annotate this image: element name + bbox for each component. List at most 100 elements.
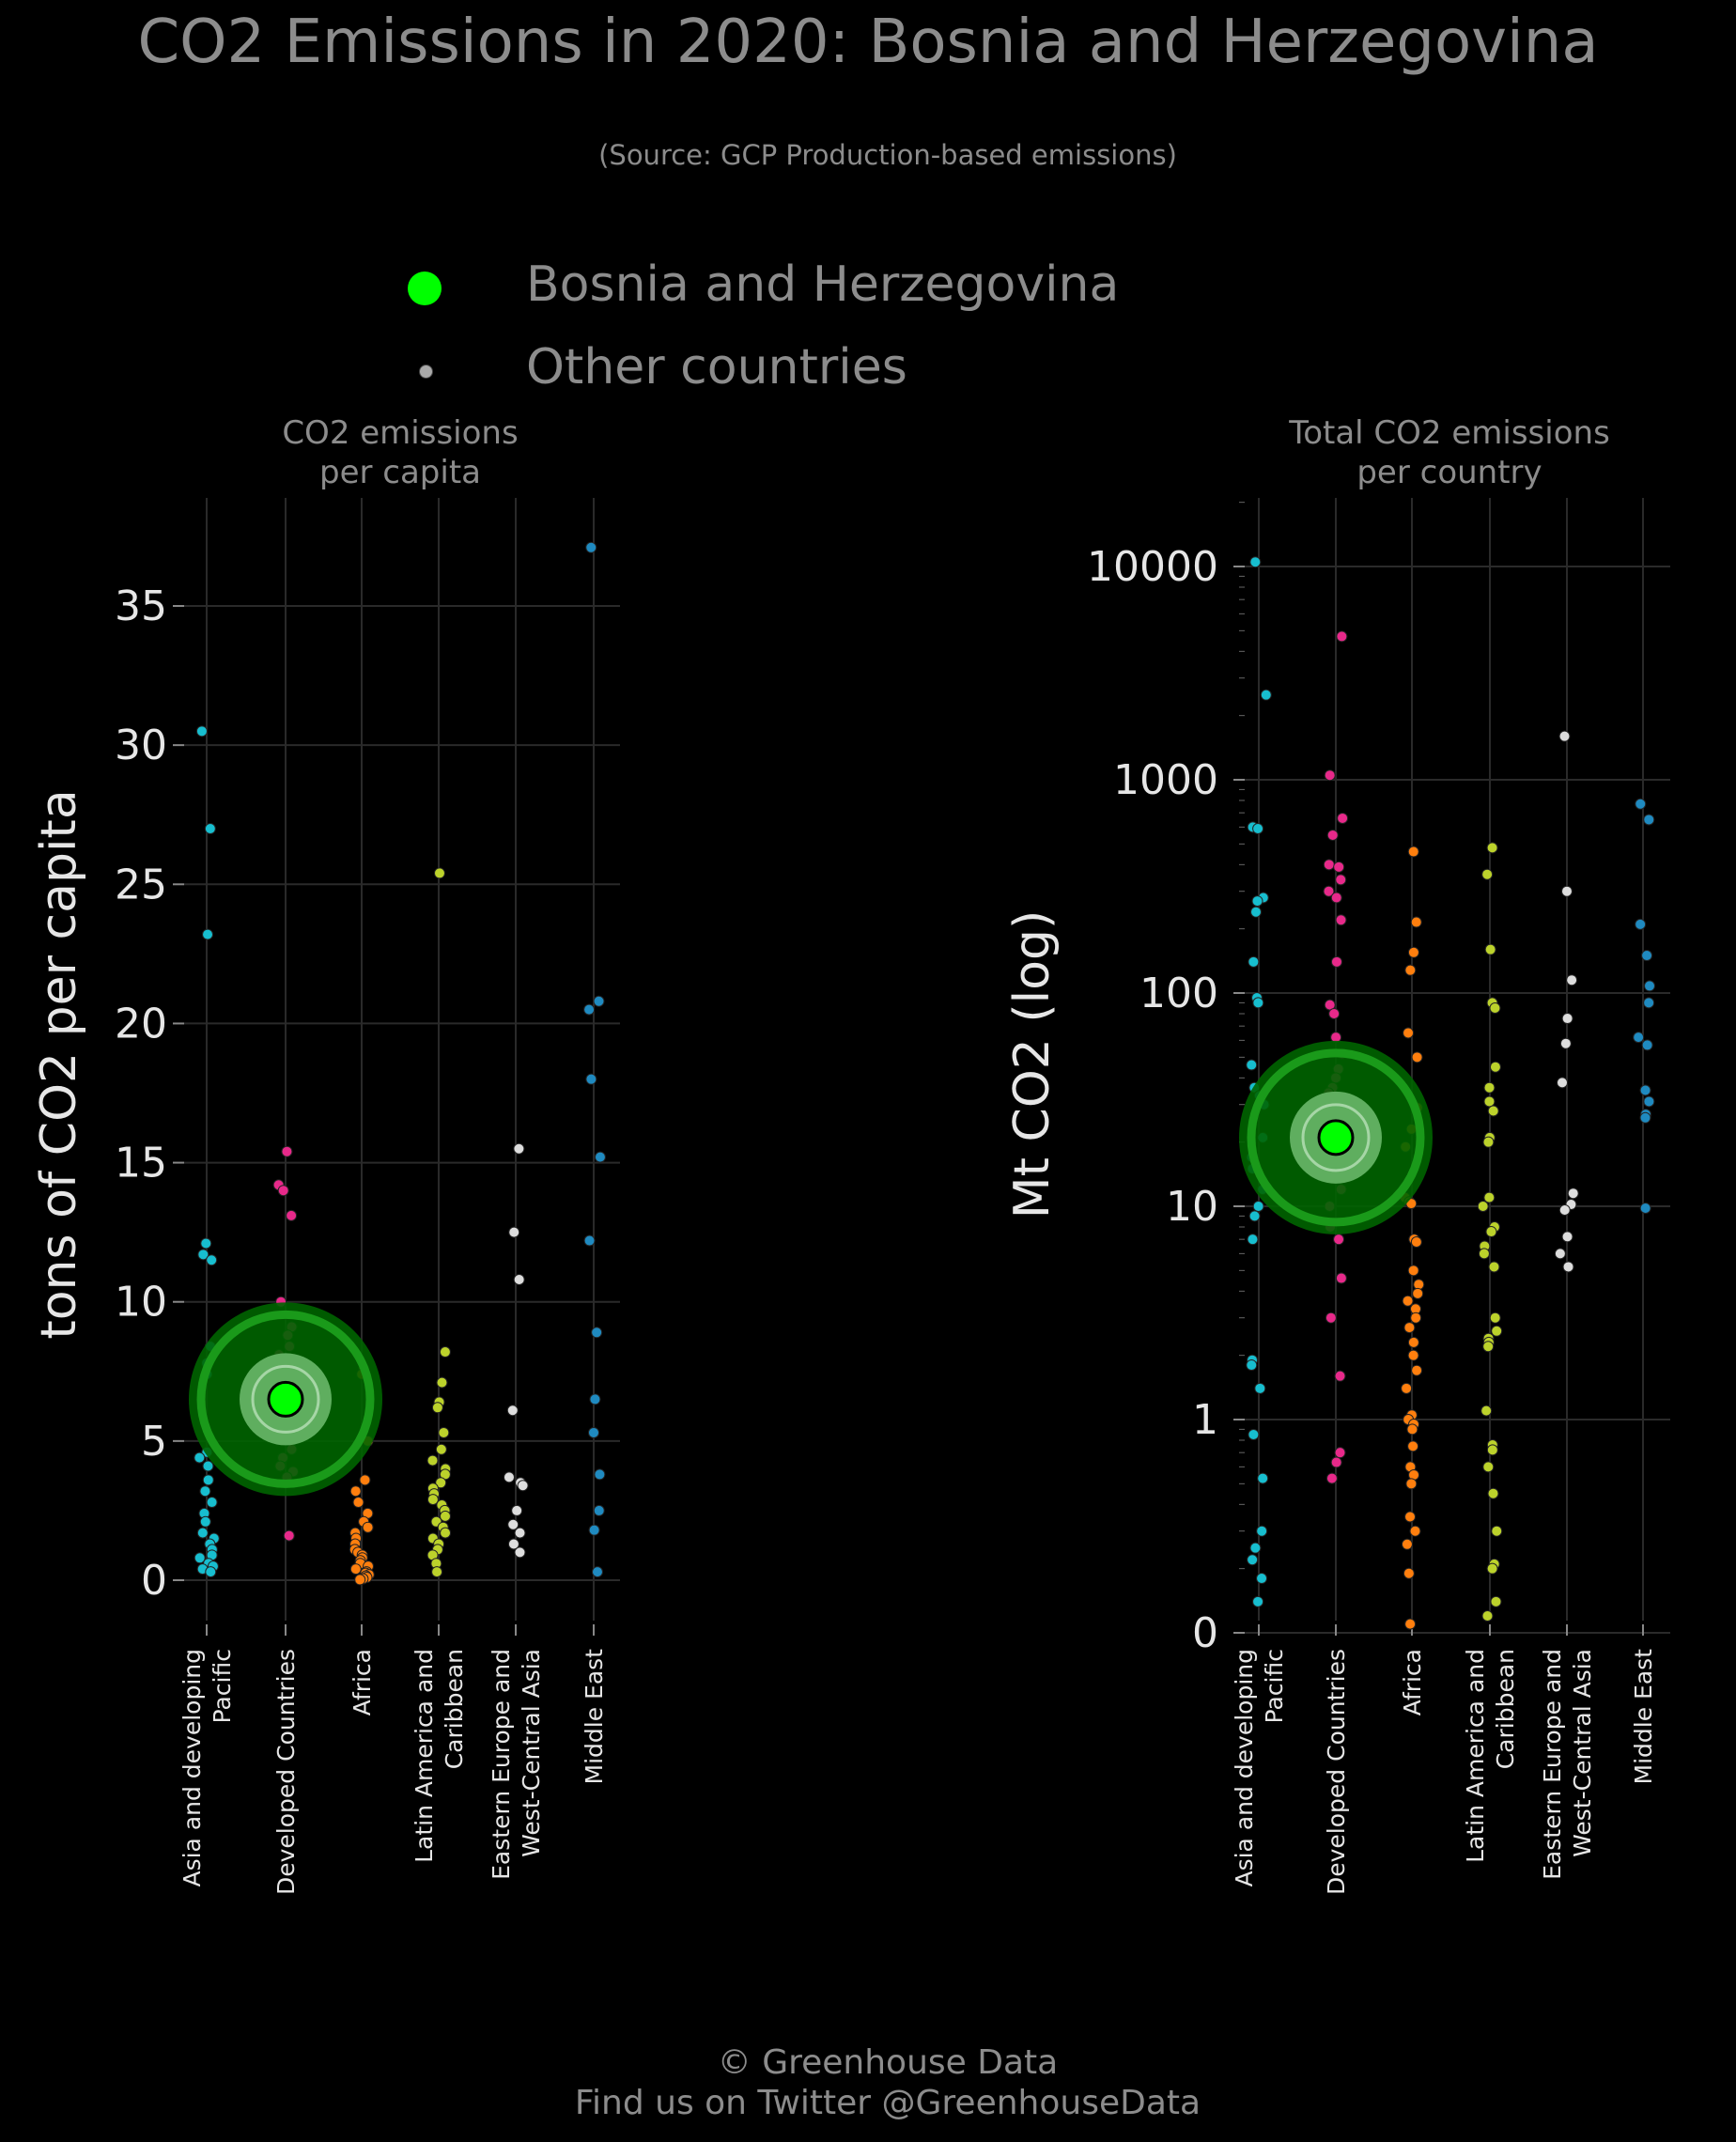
data-point [1403,1322,1416,1334]
data-point [1562,1261,1574,1273]
data-point [1333,1234,1345,1246]
data-point [1330,955,1342,968]
data-point [362,1521,374,1533]
data-point [439,1510,451,1522]
data-point [199,1515,211,1528]
data-point [589,1393,601,1405]
data-point [1561,1013,1573,1025]
data-point [431,1402,443,1414]
data-point [1323,885,1335,897]
data-point [1405,1478,1418,1490]
x-category-label: Eastern Europe and West-Central Asia [488,1649,545,1880]
data-point [1633,1032,1645,1044]
data-point [277,1185,289,1197]
data-point [1403,1027,1415,1039]
y-tick-label: 25 [115,861,167,908]
data-point [1246,1359,1258,1372]
data-point [1246,1059,1258,1071]
data-point [1409,1525,1421,1537]
highlight-halo-ring [1247,1048,1425,1227]
data-point [1330,892,1342,904]
data-point [426,1494,439,1506]
chart-1: 0 5 10 15 20 25 30 35 tons of CO2 per capita Asia… [31,498,620,1895]
y-axis-label: Mt CO2 (log) [1004,910,1061,1218]
data-point [588,1426,600,1438]
data-point [1252,823,1264,835]
x-category-label: Africa [1399,1649,1426,1715]
data-point [514,1527,526,1539]
data-point [1404,1618,1417,1630]
data-point [1334,1447,1346,1459]
data-point [1483,1191,1496,1203]
data-point [1488,1261,1500,1273]
y-tick-label: 20 [115,1000,167,1048]
data-point [1334,1370,1346,1382]
data-point [202,928,214,940]
data-point [1639,1202,1651,1214]
data-point [514,1546,526,1559]
y-tick-label: 10000 [1087,543,1218,591]
data-point [585,541,597,553]
data-point [1256,1525,1268,1537]
data-point [1558,1204,1571,1217]
data-point [1252,1595,1264,1607]
data-point [1407,1440,1419,1452]
data-point [506,1405,519,1417]
data-point [433,867,445,879]
data-point [1481,1610,1494,1622]
data-point [1407,846,1419,858]
data-point [593,995,605,1007]
data-point [1330,1456,1342,1468]
data-point [286,1209,298,1221]
data-point [1333,861,1345,873]
data-point [195,725,208,737]
data-point [583,1003,596,1016]
data-point [591,1327,603,1339]
data-point [1491,1325,1503,1337]
data-point [196,1527,209,1539]
panel-title: Total CO2 emissions per country [1288,414,1610,491]
data-point [1248,1429,1260,1441]
data-point [1635,798,1647,810]
data-point [1639,1084,1651,1096]
data-point [1402,1295,1414,1307]
data-point [202,1460,214,1472]
data-point [1482,1136,1495,1148]
data-point [1489,1061,1501,1073]
y-tick-label: 1 [1192,1396,1218,1444]
data-point [591,1566,603,1578]
data-point [197,1249,209,1261]
highlight-point [267,1380,304,1418]
data-point [206,1254,218,1266]
data-point [1559,1037,1572,1049]
y-tick-label: 5 [141,1418,167,1466]
data-point [359,1474,371,1486]
data-point [1560,885,1573,897]
data-point [1403,1567,1415,1579]
x-category-label: Developed Countries [272,1649,300,1895]
data-point [283,1529,295,1542]
data-point [1635,918,1647,930]
y-tick-label: 1000 [1113,756,1218,804]
data-point [435,1443,447,1455]
data-point [1483,1081,1496,1094]
data-point [1335,914,1347,926]
chart-2: 0 1 10 100 1000 10000 Mt CO2 (log) Asia and dev… [1004,498,1670,1895]
data-point [352,1497,364,1509]
data-point [1490,1595,1502,1607]
data-point [1323,859,1335,871]
data-point [1251,895,1263,908]
data-point [1557,1077,1569,1089]
data-point [1554,1248,1566,1260]
data-point [1483,1095,1496,1108]
y-tick-label: 30 [115,722,167,769]
data-point [1260,689,1272,701]
data-point [1336,630,1348,643]
y-tick-label: 100 [1139,970,1218,1017]
data-point [1404,964,1417,976]
data-point [439,1346,451,1358]
data-point [593,1504,605,1516]
data-point [1480,1405,1493,1417]
data-point [1335,874,1347,886]
x-category-label: Developed Countries [1323,1649,1350,1895]
